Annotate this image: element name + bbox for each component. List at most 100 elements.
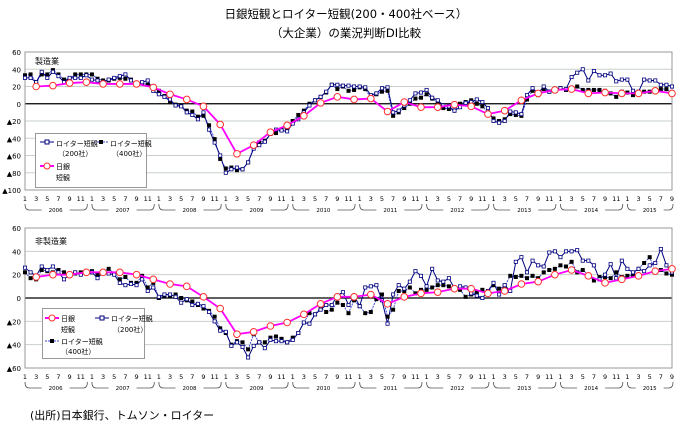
data-point-reuters400 bbox=[480, 104, 485, 109]
x-tick-label: 1 bbox=[491, 373, 495, 381]
x-tick-label: 11 bbox=[277, 195, 285, 203]
y-tick-label: 60 bbox=[12, 49, 21, 57]
year-bracket bbox=[626, 381, 674, 389]
data-point-tankan bbox=[199, 293, 208, 301]
data-point-reuters400 bbox=[123, 76, 128, 81]
data-point-reuters200 bbox=[145, 288, 150, 293]
data-point-reuters400 bbox=[273, 334, 278, 339]
data-point-tankan bbox=[634, 89, 643, 98]
x-tick-label: 5 bbox=[313, 195, 317, 203]
legend-label-r400-sub: （400社） bbox=[112, 150, 147, 158]
x-tick-label: 3 bbox=[235, 195, 239, 203]
data-point-reuters200 bbox=[379, 86, 384, 91]
y-tick-label: ▲100 bbox=[2, 187, 21, 195]
data-point-tankan bbox=[32, 82, 40, 91]
year-bracket bbox=[493, 381, 557, 389]
data-point-reuters200 bbox=[541, 84, 546, 89]
data-point-tankan bbox=[166, 90, 174, 99]
data-point-reuters200 bbox=[419, 273, 424, 278]
data-point-reuters400 bbox=[363, 311, 368, 316]
data-point-reuters200 bbox=[642, 269, 647, 274]
data-point-reuters400 bbox=[324, 310, 329, 314]
data-point-tankan bbox=[383, 107, 392, 116]
x-tick-label: 9 bbox=[134, 195, 138, 203]
x-tick-label: 5 bbox=[514, 373, 518, 381]
x-tick-label: 3 bbox=[436, 195, 440, 203]
data-point-reuters400 bbox=[89, 72, 94, 77]
data-point-reuters200 bbox=[106, 77, 111, 82]
data-point-reuters200 bbox=[50, 264, 55, 269]
data-point-reuters400 bbox=[647, 255, 652, 260]
x-tick-label: 1 bbox=[90, 195, 94, 203]
data-point-reuters400 bbox=[39, 72, 44, 77]
data-point-reuters200 bbox=[614, 79, 619, 84]
data-point-reuters400 bbox=[513, 112, 518, 117]
data-point-reuters400 bbox=[524, 276, 529, 281]
x-tick-label: 3 bbox=[570, 195, 574, 203]
y-tick-label: 60 bbox=[12, 225, 21, 233]
data-point-reuters400 bbox=[396, 289, 401, 293]
data-point-reuters200 bbox=[608, 262, 613, 267]
data-point-reuters400 bbox=[257, 140, 262, 145]
data-point-reuters200 bbox=[391, 292, 396, 297]
data-point-reuters400 bbox=[207, 123, 212, 128]
x-tick-label: 3 bbox=[101, 373, 105, 381]
data-point-reuters200 bbox=[608, 71, 613, 76]
x-tick-label: 7 bbox=[123, 195, 127, 203]
data-point-reuters200 bbox=[67, 75, 72, 80]
data-point-reuters200 bbox=[340, 83, 345, 88]
data-point-reuters400 bbox=[145, 82, 150, 87]
x-tick-label: 11 bbox=[411, 195, 419, 203]
data-point-reuters200 bbox=[240, 344, 245, 349]
data-point-tankan bbox=[651, 87, 660, 95]
data-point-reuters200 bbox=[357, 84, 362, 89]
data-point-tankan bbox=[99, 80, 107, 88]
chart-title-line1: 日銀短観とロイター短観(200・400社ベース） bbox=[224, 7, 468, 21]
data-point-reuters200 bbox=[128, 78, 133, 83]
data-point-reuters200 bbox=[285, 340, 290, 345]
data-point-reuters200 bbox=[22, 265, 27, 270]
x-tick-label: 11 bbox=[612, 373, 620, 381]
data-point-tankan bbox=[433, 103, 442, 111]
data-point-reuters400 bbox=[346, 311, 351, 316]
x-tick-label: 1 bbox=[358, 195, 362, 203]
x-tick-label: 11 bbox=[210, 195, 218, 203]
data-point-reuters200 bbox=[89, 77, 94, 82]
data-point-reuters200 bbox=[424, 87, 429, 92]
data-point-tankan bbox=[132, 80, 141, 88]
data-point-reuters200 bbox=[184, 297, 189, 302]
data-point-reuters200 bbox=[513, 110, 518, 115]
data-point-reuters200 bbox=[374, 91, 379, 96]
data-point-reuters400 bbox=[630, 272, 635, 277]
x-tick-label: 7 bbox=[659, 195, 663, 203]
data-point-tankan bbox=[49, 81, 57, 90]
x-tick-label: 5 bbox=[179, 373, 183, 381]
data-point-reuters400 bbox=[212, 314, 217, 319]
data-point-reuters400 bbox=[56, 268, 61, 272]
data-point-tankan bbox=[618, 275, 626, 284]
data-point-reuters400 bbox=[446, 106, 451, 111]
data-point-tankan bbox=[584, 89, 593, 98]
data-point-reuters200 bbox=[140, 277, 145, 282]
data-point-reuters200 bbox=[229, 167, 234, 172]
data-point-tankan bbox=[467, 102, 476, 111]
data-point-tankan bbox=[300, 112, 308, 120]
legend-label-tankan-sub: 短観 bbox=[56, 174, 70, 182]
year-label: 2006 bbox=[49, 386, 63, 392]
data-point-tankan bbox=[182, 282, 191, 291]
data-point-reuters200 bbox=[184, 110, 189, 115]
data-point-tankan bbox=[249, 141, 258, 149]
data-point-reuters200 bbox=[168, 97, 173, 102]
data-point-tankan bbox=[350, 95, 358, 104]
data-point-reuters400 bbox=[218, 156, 223, 161]
x-tick-label: 3 bbox=[636, 195, 640, 203]
x-tick-label: 7 bbox=[190, 195, 194, 203]
x-tick-label: 7 bbox=[659, 373, 663, 381]
data-point-reuters200 bbox=[290, 337, 295, 342]
data-point-reuters400 bbox=[145, 285, 150, 290]
data-point-reuters200 bbox=[313, 312, 318, 317]
year-label: 2007 bbox=[116, 208, 130, 214]
x-tick-label: 5 bbox=[581, 195, 585, 203]
data-point-reuters200 bbox=[564, 249, 569, 254]
